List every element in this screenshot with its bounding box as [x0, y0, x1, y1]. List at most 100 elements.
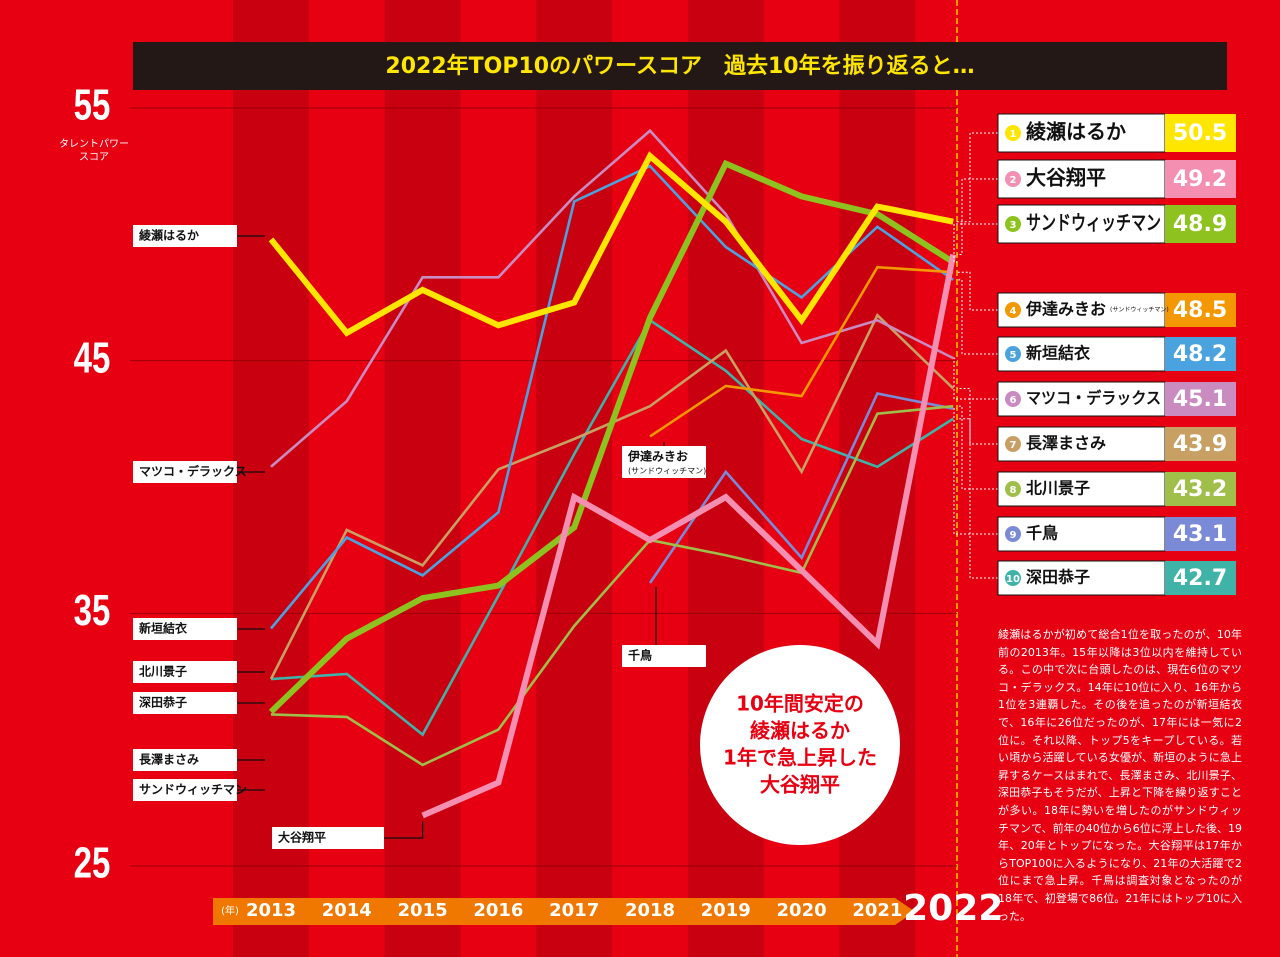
- x-tick-label: 2021: [852, 900, 902, 921]
- rank-score-box: [1165, 114, 1236, 152]
- rank-name: 北川景子: [1026, 479, 1090, 498]
- line: [421, 253, 957, 819]
- callout-box: [133, 779, 237, 801]
- rank-name: 新垣結衣: [1026, 344, 1090, 363]
- rank-badge: [1005, 436, 1021, 452]
- callout-label: 長澤まさみ: [139, 752, 199, 767]
- callout-box: [272, 827, 384, 849]
- rank-name: 千鳥: [1026, 524, 1058, 543]
- callout-label: マツコ・デラックス: [139, 464, 247, 479]
- callout-leader: [384, 821, 424, 839]
- rank-name-box: [997, 292, 1166, 328]
- line: [270, 318, 954, 737]
- rank-score-box: [1165, 472, 1236, 506]
- rank-name: 深田恭子: [1026, 568, 1090, 587]
- rank-number: 2: [1010, 175, 1017, 186]
- callout-label: 大谷翔平: [278, 830, 326, 845]
- callout-box: [133, 225, 237, 247]
- rank-score-box: [1165, 337, 1236, 371]
- line: [270, 404, 954, 767]
- annotation-text: 10年間安定の: [736, 692, 864, 716]
- rank-number: 7: [1010, 440, 1017, 451]
- callout-label: 千鳥: [628, 648, 652, 663]
- rank-number: 6: [1010, 395, 1017, 406]
- rank-name: 大谷翔平: [1026, 166, 1106, 190]
- rank-name-box: [997, 560, 1166, 596]
- rank-number: 8: [1010, 485, 1017, 496]
- title-bar: [133, 42, 1227, 90]
- rank-score: 49.2: [1173, 167, 1227, 192]
- rank-connector: [957, 271, 998, 311]
- rank-score: 48.9: [1173, 212, 1227, 237]
- y-tick-label: 45: [74, 334, 111, 383]
- rank-number: 3: [1010, 220, 1017, 231]
- callout-box: [133, 661, 237, 683]
- y-axis-label: タレントパワースコア: [59, 139, 129, 163]
- x-axis-bar: [213, 898, 915, 925]
- rank-badge: [1005, 346, 1021, 362]
- rank-score-box: [1165, 293, 1236, 327]
- rank-number: 4: [1010, 306, 1017, 317]
- line: [268, 159, 955, 715]
- callout-label: サンドウィッチマン: [139, 783, 247, 797]
- rank-badge: [1005, 570, 1021, 586]
- x-tick-label: 2013: [246, 900, 296, 921]
- callout-label: 深田恭子: [139, 695, 187, 710]
- rank-score-box: [1165, 517, 1236, 551]
- rank-number: 5: [1010, 350, 1017, 361]
- callout-box: [133, 749, 237, 771]
- annotation-text: 綾瀬はるか: [750, 719, 850, 743]
- rank-name-box: [997, 159, 1166, 199]
- rank-name: マツコ・デラックス: [1026, 389, 1161, 408]
- rank-score-box: [1165, 160, 1236, 198]
- line: [649, 265, 954, 438]
- year-stripe: [384, 0, 461, 957]
- callout-label: 新垣結衣: [139, 621, 187, 636]
- rank-score: 43.9: [1173, 432, 1227, 457]
- rank-name-box: [997, 336, 1166, 372]
- commentary: 綾瀬はるかが初めて総合1位を取ったのが、10年前の2013年。15年以降は3位以…: [998, 628, 1242, 923]
- rank-name-box: [997, 204, 1166, 244]
- rank-number: 1: [1010, 129, 1017, 140]
- x-tick-label: 2022: [903, 888, 1003, 929]
- rank-connector: [957, 279, 998, 355]
- x-tick-label: 2018: [625, 900, 675, 921]
- callout-label: 北川景子: [139, 664, 187, 679]
- rank-name-box: [997, 426, 1166, 462]
- rank-score-box: [1165, 561, 1236, 595]
- rank-score: 43.1: [1173, 522, 1227, 547]
- rank-note: (サンドウィッチマン): [1110, 306, 1169, 314]
- rank-badge: [1005, 481, 1021, 497]
- rank-name: 伊達みきお: [1025, 300, 1106, 319]
- rank-number: 10: [1006, 574, 1020, 585]
- year-stripe: [233, 0, 309, 957]
- rank-name: 長澤まさみ: [1026, 434, 1106, 453]
- rank-connector: [957, 178, 998, 256]
- x-tick-label: 2014: [322, 900, 372, 921]
- rank-score: 48.2: [1173, 342, 1227, 367]
- rank-badge: [1005, 216, 1021, 232]
- y-tick-label: 55: [74, 81, 111, 130]
- rank-name-box: [997, 113, 1166, 153]
- chart-title: 2022年TOP10のパワースコア 過去10年を振り返ると…: [385, 53, 974, 79]
- rank-score: 45.1: [1173, 387, 1227, 412]
- year-stripe: [536, 0, 613, 957]
- rank-score-box: [1165, 382, 1236, 416]
- y-tick-label: 35: [74, 586, 111, 635]
- rank-score: 43.2: [1173, 477, 1227, 502]
- x-tick-label: 2015: [398, 900, 448, 921]
- rank-name-box: [997, 516, 1166, 552]
- rank-number: 9: [1010, 530, 1017, 541]
- rank-score: 42.7: [1173, 566, 1227, 591]
- rank-score: 48.5: [1173, 298, 1227, 323]
- callout-label: 伊達みきお: [627, 449, 688, 464]
- line: [268, 151, 954, 337]
- callout-box: [133, 692, 237, 714]
- rank-badge: [1005, 171, 1021, 187]
- callout-box: [622, 446, 706, 478]
- y-tick-label: 25: [74, 839, 111, 888]
- rank-score-box: [1165, 205, 1236, 243]
- callout-box: [622, 645, 706, 667]
